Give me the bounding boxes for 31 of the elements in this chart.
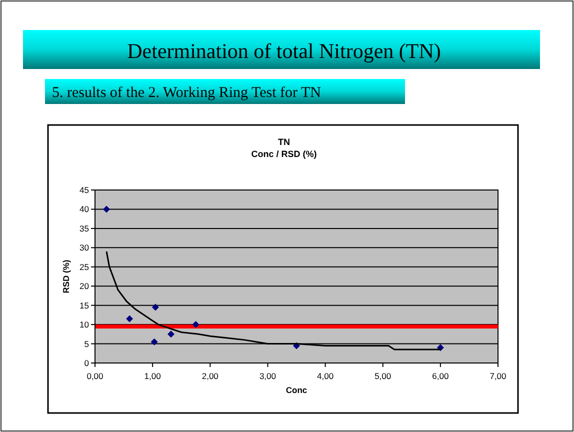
x-tick-label: 5,00 <box>374 371 392 381</box>
y-axis-title: RSD (%) <box>61 260 71 294</box>
y-tick-label: 20 <box>80 281 90 292</box>
point <box>152 304 159 311</box>
y-tick-label: 45 <box>80 185 90 195</box>
y-tick-label: 30 <box>80 242 90 253</box>
x-tick-label: 4,00 <box>317 371 334 381</box>
y-tick-label: 40 <box>80 204 90 214</box>
point <box>167 330 174 338</box>
y-tick-label: 5 <box>84 338 90 349</box>
point <box>150 338 158 346</box>
chart-title: Determination of total Nitrogen (TN) <box>127 39 441 63</box>
y-tick-label: 15 <box>80 300 90 310</box>
y-tick-label: 10 <box>80 320 90 330</box>
point <box>436 344 444 352</box>
text: Conc / RSD (%) <box>251 149 317 159</box>
text: TN <box>278 137 290 147</box>
x-axis-title: Conc <box>286 385 308 395</box>
chart-subtitle: 5. results of the 2. Working Ring Test for TN <box>52 85 322 101</box>
y-tick-label: 35 <box>80 223 90 234</box>
y-tick-label: 25 <box>80 262 90 272</box>
x-tick-label: 2,00 <box>202 371 219 381</box>
x-tick-label: 1,00 <box>144 371 162 381</box>
x-tick-label: 6,00 <box>432 371 449 381</box>
point <box>126 315 134 322</box>
y-tick-label: 0 <box>84 358 90 368</box>
x-tick-label: 3,00 <box>259 371 276 381</box>
point <box>192 321 200 328</box>
x-tick-label: 7,00 <box>490 371 507 381</box>
x-tick-label: 0,00 <box>86 371 104 381</box>
point <box>103 206 110 213</box>
